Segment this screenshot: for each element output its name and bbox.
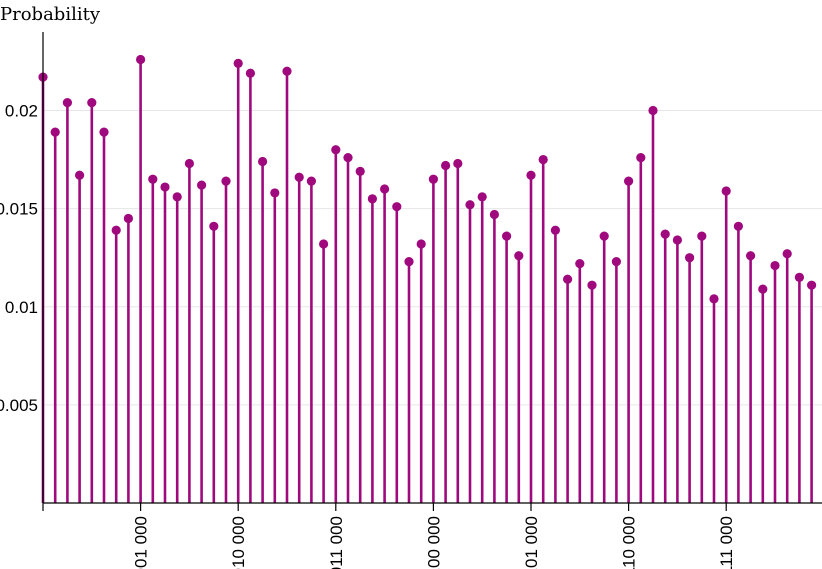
x-tick-label: 110 000: [620, 516, 639, 569]
stem-marker: [258, 156, 268, 167]
y-axis-ticks: 0.005 0.01 0.015 0.02: [0, 102, 38, 415]
stem-marker: [721, 186, 731, 196]
stem-marker: [331, 145, 341, 155]
stem-marker: [611, 257, 622, 267]
x-tick-label: 101 000: [522, 516, 541, 569]
stem-marker: [709, 294, 719, 304]
stem-marker: [367, 194, 377, 204]
stem-marker: [514, 251, 524, 261]
x-tick-label: 001 000: [132, 516, 151, 569]
stem-marker: [526, 170, 536, 180]
y-tick-label: 0.01: [5, 298, 38, 317]
x-tick-label: 011 000: [327, 516, 346, 569]
stem-marker: [575, 258, 585, 269]
stem-marker: [489, 209, 499, 220]
y-tick-label: 0.015: [0, 200, 38, 219]
y-tick-label: 0.02: [5, 102, 38, 121]
stem-marker: [441, 160, 451, 171]
stem-marker: [587, 280, 597, 290]
stem-marker: [123, 213, 133, 224]
stem-marker: [624, 176, 634, 186]
stem-marker: [282, 66, 292, 76]
stem-marker: [660, 229, 670, 239]
stem-marker: [807, 280, 817, 290]
stem-marker: [685, 253, 695, 263]
stem-marker: [245, 68, 255, 78]
stem-marker: [233, 58, 243, 68]
stem-marker: [160, 182, 170, 192]
stem-marker: [99, 127, 109, 137]
stem-marker: [75, 170, 85, 180]
stem-marker: [428, 174, 438, 184]
stem-marker: [319, 239, 329, 249]
axes: [42, 32, 822, 504]
stem-marker: [770, 260, 780, 271]
stem-marker: [172, 192, 182, 202]
stem-marker: [733, 221, 744, 231]
stems: [38, 54, 817, 503]
stem-marker: [62, 98, 72, 108]
stem-marker: [599, 231, 609, 241]
x-tick-label: 100 000: [424, 516, 443, 569]
stem-marker: [453, 158, 463, 169]
stem-marker: [209, 221, 219, 231]
x-axis-ticks: 001 000 010 000 011 000 100 000 101 000 110 0…: [42, 503, 736, 569]
stem-marker: [380, 184, 390, 194]
x-tick-label: 111 000: [717, 516, 736, 569]
stem-marker: [538, 154, 548, 165]
stem-marker: [477, 192, 487, 202]
stem-marker: [404, 257, 414, 267]
stem-marker: [782, 249, 792, 259]
x-tick-label: 010 000: [229, 516, 248, 569]
y-axis-title: Probability: [0, 4, 101, 25]
stem-marker: [416, 239, 426, 249]
stem-marker: [746, 251, 756, 261]
stem-marker: [184, 158, 194, 169]
stem-marker: [392, 202, 402, 212]
stem-marker: [294, 172, 304, 182]
stem-marker: [502, 231, 512, 241]
stem-marker: [270, 188, 280, 198]
stem-marker: [758, 284, 768, 294]
stem-marker: [343, 153, 353, 163]
stem-marker: [221, 176, 231, 186]
stem-marker: [648, 105, 658, 116]
stem-marker: [697, 231, 707, 241]
stem-marker: [197, 180, 207, 190]
y-tick-label: 0.005: [0, 396, 38, 415]
stem-marker: [355, 166, 365, 176]
stem-marker: [306, 176, 316, 186]
stem-marker: [87, 98, 97, 108]
stem-marker: [465, 200, 475, 210]
stem-marker: [50, 127, 60, 137]
stem-marker: [136, 54, 146, 65]
stem-marker: [636, 153, 646, 163]
stem-marker: [672, 235, 683, 245]
stem-marker: [550, 225, 561, 235]
stem-marker: [563, 274, 573, 284]
stem-marker: [794, 272, 805, 282]
stem-marker: [148, 174, 158, 184]
stem-marker: [111, 225, 121, 235]
